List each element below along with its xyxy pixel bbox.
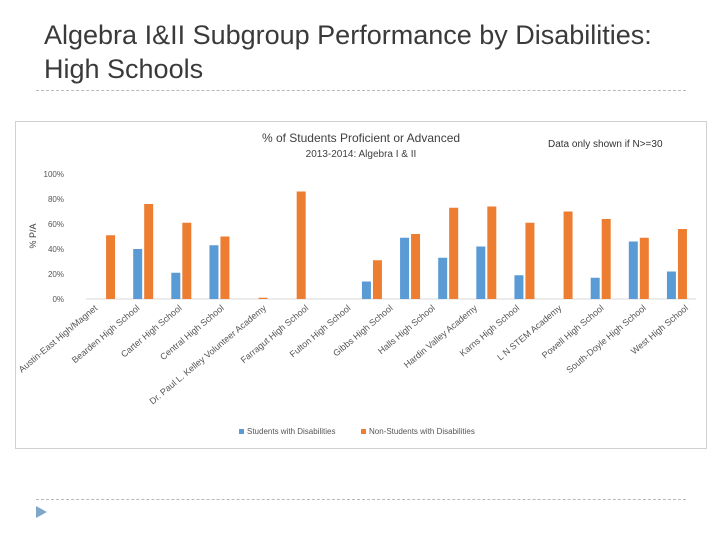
footer-divider <box>36 499 686 500</box>
bar-students-with-disabilities <box>666 271 676 299</box>
data-note: Data only shown if N>=30 <box>548 139 663 150</box>
bullet-arrow-icon <box>36 506 47 518</box>
legend-swatch-non-students-with-disabilities <box>361 429 366 434</box>
slide-title: Algebra I&II Subgroup Performance by Dis… <box>44 20 652 84</box>
bar-non-students-with-disabilities <box>563 211 573 299</box>
bar-students-with-disabilities <box>628 241 638 299</box>
bar-non-students-with-disabilities <box>677 229 687 299</box>
y-tick-label: 0% <box>52 295 64 304</box>
legend-label-non-students-with-disabilities: Non-Students with Disabilities <box>369 427 475 436</box>
x-tick-label: South-Doyle High School <box>564 303 647 375</box>
bar-non-students-with-disabilities <box>220 236 230 299</box>
bar-students-with-disabilities <box>133 249 143 299</box>
chart-title: % of Students Proficient or Advanced <box>262 131 460 145</box>
x-tick-label: Hardin Valley Academy <box>402 303 480 370</box>
bar-students-with-disabilities <box>476 246 486 299</box>
bar-non-students-with-disabilities <box>601 219 611 299</box>
bar-non-students-with-disabilities <box>106 235 116 299</box>
bar-non-students-with-disabilities <box>182 222 192 299</box>
y-tick-label: 20% <box>48 270 64 279</box>
bar-students-with-disabilities <box>400 237 410 299</box>
y-tick-label: 100% <box>44 170 64 179</box>
bar-non-students-with-disabilities <box>144 204 154 299</box>
bar-non-students-with-disabilities <box>639 237 649 299</box>
chart-subtitle: 2013-2014: Algebra I & II <box>306 149 417 160</box>
y-axis-label: % P/A <box>28 223 38 248</box>
y-tick-label: 40% <box>48 245 64 254</box>
bar-students-with-disabilities <box>361 281 371 299</box>
bar-non-students-with-disabilities <box>372 260 382 299</box>
bar-non-students-with-disabilities <box>258 297 268 299</box>
bar-non-students-with-disabilities <box>296 191 306 299</box>
bar-students-with-disabilities <box>514 275 524 299</box>
bar-students-with-disabilities <box>209 245 219 299</box>
bar-non-students-with-disabilities <box>487 206 497 299</box>
bar-students-with-disabilities <box>590 277 600 299</box>
bar-non-students-with-disabilities <box>411 234 421 299</box>
bar-non-students-with-disabilities <box>525 222 535 299</box>
y-tick-label: 60% <box>48 220 64 229</box>
legend-swatch-students-with-disabilities <box>239 429 244 434</box>
bar-non-students-with-disabilities <box>449 207 459 299</box>
bar-students-with-disabilities <box>171 272 181 299</box>
y-tick-label: 80% <box>48 195 64 204</box>
bar-chart: % of Students Proficient or Advanced 2013… <box>17 131 696 436</box>
bar-students-with-disabilities <box>438 257 448 299</box>
legend-label-students-with-disabilities: Students with Disabilities <box>247 427 335 436</box>
title-divider <box>36 90 686 91</box>
chart-frame: % of Students Proficient or Advanced 2013… <box>15 121 707 449</box>
x-tick-label: Austin-East High/Magnet <box>17 303 100 375</box>
